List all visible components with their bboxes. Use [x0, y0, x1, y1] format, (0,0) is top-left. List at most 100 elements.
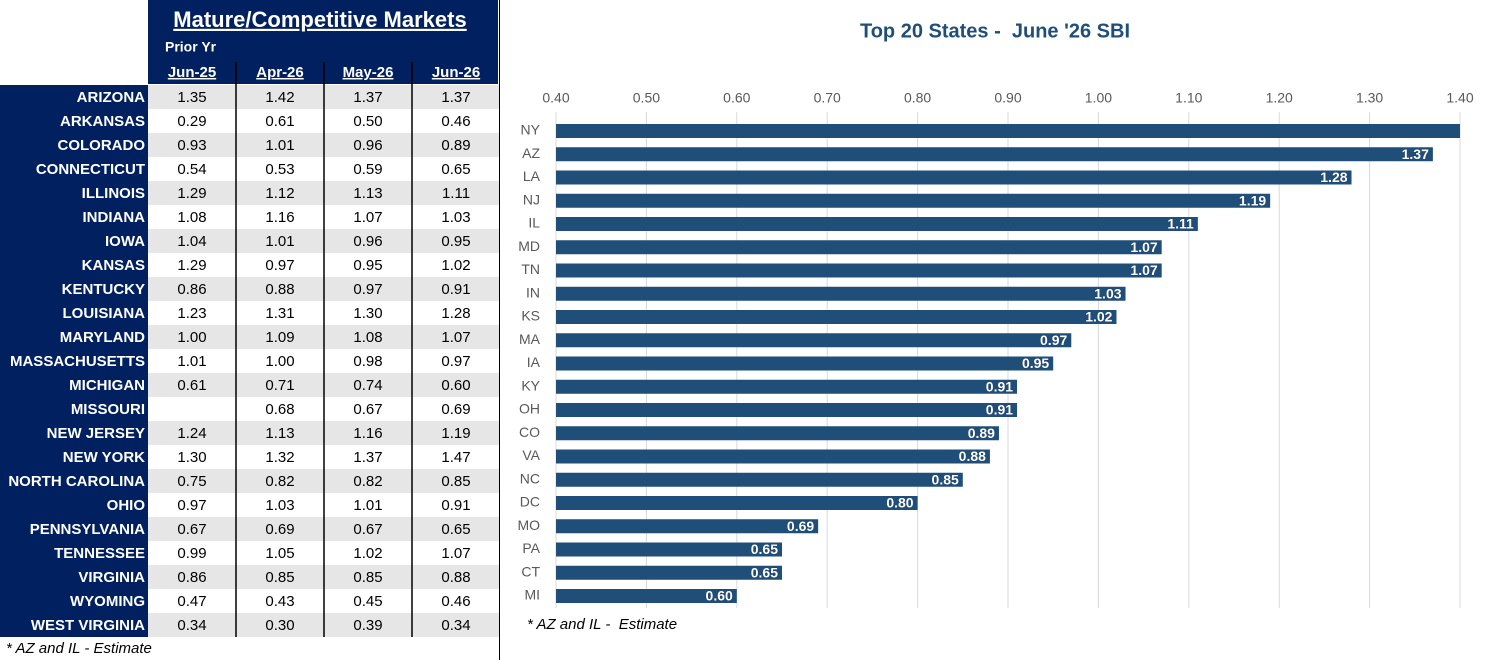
row-header: MICHIGAN — [69, 377, 145, 394]
cell: 0.69 — [441, 401, 470, 418]
x-tick-label: 0.90 — [994, 90, 1021, 106]
plot-area — [556, 124, 1460, 603]
category-label: CT — [521, 563, 540, 579]
x-tick-label: 1.30 — [1356, 90, 1383, 106]
cell: 0.97 — [353, 281, 382, 298]
cell: 0.98 — [353, 353, 382, 370]
cell: 0.61 — [265, 113, 294, 130]
bar — [556, 286, 1126, 301]
cell: 1.07 — [441, 545, 470, 562]
cell: 1.01 — [353, 497, 382, 514]
cell: 1.37 — [353, 89, 382, 106]
table-note: * AZ and IL - Estimate — [6, 640, 152, 657]
bar — [556, 449, 990, 464]
row-header: NORTH CAROLINA — [8, 473, 145, 490]
column-header: May-26 — [343, 64, 394, 81]
value-label: 1.28 — [1320, 169, 1347, 185]
bar — [556, 542, 782, 557]
x-tick-label: 1.10 — [1175, 90, 1202, 106]
cell: 1.03 — [441, 209, 470, 226]
cell: 1.13 — [265, 425, 294, 442]
cell: 1.16 — [265, 209, 294, 226]
bar — [556, 217, 1198, 231]
row-header: MARYLAND — [60, 329, 145, 346]
cell: 0.97 — [441, 353, 470, 370]
x-tick-label: 1.40 — [1446, 90, 1473, 106]
cell: 0.67 — [177, 521, 206, 538]
table-subheader: Prior Yr — [165, 39, 217, 55]
cell: 1.00 — [265, 353, 294, 370]
value-label: 0.88 — [959, 448, 986, 464]
table-title: Mature/Competitive Markets — [173, 7, 466, 32]
cell: 1.29 — [177, 257, 206, 274]
bar — [556, 589, 737, 603]
cell: 1.08 — [353, 329, 382, 346]
cell: 0.82 — [265, 473, 294, 490]
cell: 0.88 — [441, 569, 470, 586]
bar — [556, 170, 1352, 185]
cell: 1.19 — [441, 425, 470, 442]
cell: 0.34 — [441, 617, 470, 634]
row-header: KENTUCKY — [62, 281, 145, 298]
category-label: VA — [522, 447, 540, 463]
cell: 1.29 — [177, 185, 206, 202]
cell: 0.34 — [177, 617, 206, 634]
column-header: Jun-25 — [168, 64, 216, 81]
cell: 1.08 — [177, 209, 206, 226]
value-label: 1.37 — [1402, 146, 1429, 162]
row-header: INDIANA — [83, 209, 146, 226]
cell: 0.30 — [265, 617, 294, 634]
category-label: CO — [519, 424, 540, 440]
cell: 1.01 — [265, 137, 294, 154]
cell: 0.47 — [177, 593, 206, 610]
bar — [556, 333, 1072, 348]
cell: 0.68 — [265, 401, 294, 418]
cell: 1.07 — [353, 209, 382, 226]
category-label: NC — [520, 470, 540, 486]
cell: 0.45 — [353, 593, 382, 610]
cell: 0.29 — [177, 113, 206, 130]
cell: 1.31 — [265, 305, 294, 322]
row-header-bg — [0, 85, 148, 637]
bar — [556, 496, 918, 510]
x-tick-label: 0.70 — [814, 90, 841, 106]
cell: 1.07 — [441, 329, 470, 346]
cell: 1.28 — [441, 305, 470, 322]
row-header: OHIO — [107, 497, 146, 514]
x-tick-label: 1.00 — [1085, 90, 1112, 106]
value-label: 0.65 — [751, 541, 778, 557]
bar — [556, 519, 819, 534]
cell: 0.75 — [177, 473, 206, 490]
category-label: NY — [521, 122, 541, 138]
cell: 0.46 — [441, 113, 470, 130]
cell: 0.85 — [353, 569, 382, 586]
row-header: VIRGINIA — [78, 569, 145, 586]
cell: 0.53 — [265, 161, 294, 178]
value-label: 0.89 — [968, 425, 995, 441]
bar — [556, 310, 1117, 324]
category-label: TN — [521, 261, 540, 277]
category-label: DC — [520, 494, 540, 510]
cell: 1.32 — [265, 449, 294, 466]
cell: 1.04 — [177, 233, 206, 250]
cell: 0.61 — [177, 377, 206, 394]
cell: 0.85 — [441, 473, 470, 490]
value-label: 0.65 — [751, 564, 778, 580]
cell: 1.09 — [265, 329, 294, 346]
cell: 1.01 — [265, 233, 294, 250]
bar — [556, 472, 963, 487]
cell: 1.03 — [265, 497, 294, 514]
category-label: IN — [526, 284, 540, 300]
cell: 1.16 — [353, 425, 382, 442]
cell: 1.30 — [177, 449, 206, 466]
value-label: 0.97 — [1040, 332, 1067, 348]
category-label: KY — [521, 377, 540, 393]
category-label: MA — [519, 331, 541, 347]
cell: 1.01 — [177, 353, 206, 370]
value-label: 1.03 — [1094, 285, 1121, 301]
category-label: PA — [522, 540, 540, 556]
row-header: ILLINOIS — [82, 185, 145, 202]
value-label: 0.95 — [1022, 355, 1049, 371]
cell: 0.67 — [353, 401, 382, 418]
cell: 1.42 — [265, 89, 294, 106]
